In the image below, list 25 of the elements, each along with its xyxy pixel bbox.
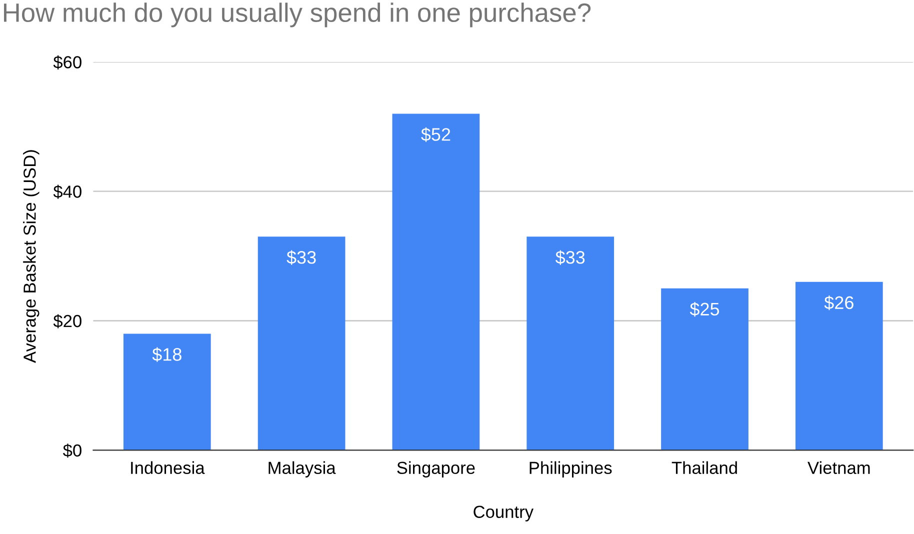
bar: [526, 236, 614, 450]
data-label: $18: [152, 347, 182, 362]
bar: [123, 334, 211, 450]
x-tick-label: Thailand: [672, 461, 737, 474]
y-tick-label: $40: [53, 184, 82, 199]
x-tick-label: Vietnam: [808, 461, 870, 474]
x-tick-label: Indonesia: [131, 461, 205, 474]
x-axis-title: Country: [474, 506, 534, 522]
data-label: $52: [421, 127, 450, 142]
y-tick-label: $0: [62, 444, 82, 458]
x-tick-label: Philippines: [530, 461, 612, 478]
x-tick-label: Malaysia: [268, 461, 336, 478]
data-label: $25: [690, 302, 720, 317]
bar: [661, 288, 748, 450]
chart-title: How much do you usually spend in one purchase?: [4, 2, 591, 28]
y-axis-title: Average Basket Size (USD): [23, 150, 40, 363]
y-tick-label: $60: [53, 55, 82, 70]
bar: [795, 282, 883, 450]
data-label: $26: [824, 296, 854, 310]
data-label: $33: [286, 250, 316, 265]
data-label: $33: [555, 250, 585, 265]
bar: [258, 236, 346, 450]
bar: [392, 114, 480, 450]
x-tick-label: Singapore: [397, 461, 475, 478]
y-tick-label: $20: [53, 314, 82, 328]
